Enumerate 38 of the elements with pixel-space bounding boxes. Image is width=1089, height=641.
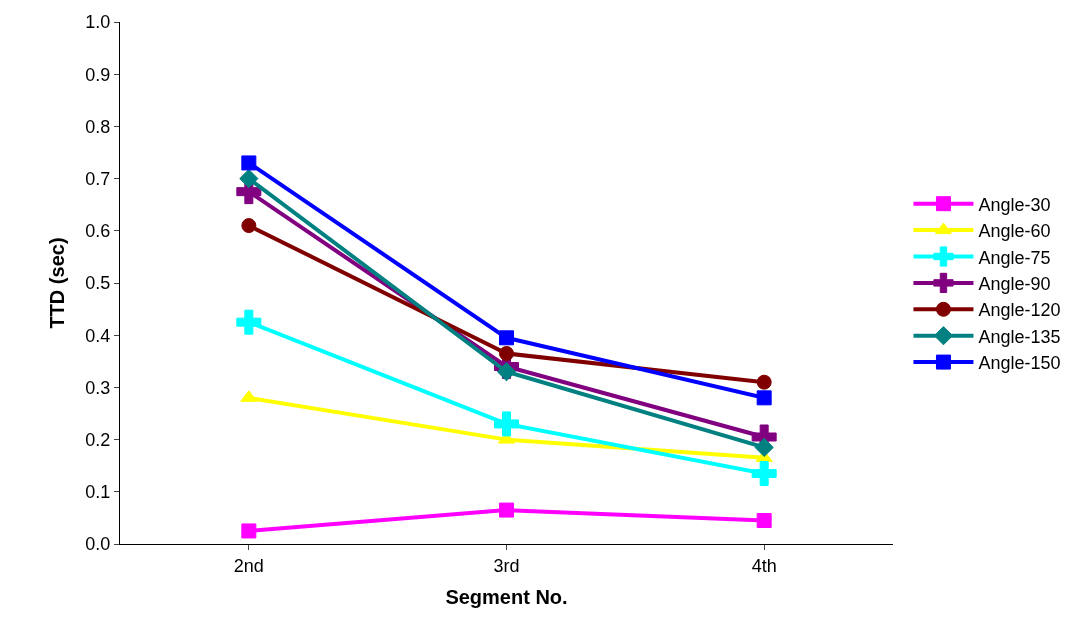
- point: [241, 523, 257, 539]
- point: [239, 169, 259, 189]
- point: [754, 437, 774, 458]
- point: [496, 362, 517, 382]
- x-axis-title: Segment No.: [445, 586, 568, 609]
- point: [756, 390, 772, 406]
- point: [499, 330, 514, 346]
- legend-label: Angle-120: [978, 300, 1061, 321]
- point: [241, 155, 257, 171]
- legend-label: Angle-75: [978, 247, 1051, 268]
- point: [241, 218, 257, 234]
- legend-label: Angle-60: [978, 221, 1051, 242]
- legend-label: Angle-30: [978, 194, 1051, 215]
- point: [499, 502, 514, 518]
- y-tick-label: 0.8: [85, 116, 111, 137]
- y-tick-label: 0.1: [85, 482, 111, 503]
- point: [499, 345, 514, 361]
- y-tick-label: 0.3: [85, 377, 111, 398]
- x-tick-label: 4th: [751, 555, 777, 576]
- point: [756, 374, 772, 390]
- y-tick-label: 0.5: [85, 273, 111, 294]
- y-tick-label: 0.9: [85, 64, 111, 85]
- y-tick-label: 0.0: [85, 534, 111, 555]
- y-tick-label: 0.7: [85, 168, 111, 189]
- y-tick-label: 0.6: [85, 221, 111, 242]
- x-tick-label: 2nd: [233, 555, 264, 576]
- point: [236, 309, 262, 335]
- point: [751, 461, 777, 487]
- y-tick-label: 0.2: [85, 429, 111, 450]
- legend-label: Angle-90: [978, 273, 1051, 294]
- legend-label: Angle-150: [978, 353, 1061, 374]
- legend-label: Angle-135: [978, 326, 1061, 347]
- y-tick-label: 0.4: [85, 325, 111, 346]
- point: [494, 411, 519, 437]
- point: [756, 513, 772, 529]
- y-tick-label: 1.0: [85, 12, 111, 33]
- y-axis-title: TTD (sec): [45, 237, 68, 329]
- x-tick-label: 3rd: [493, 555, 520, 576]
